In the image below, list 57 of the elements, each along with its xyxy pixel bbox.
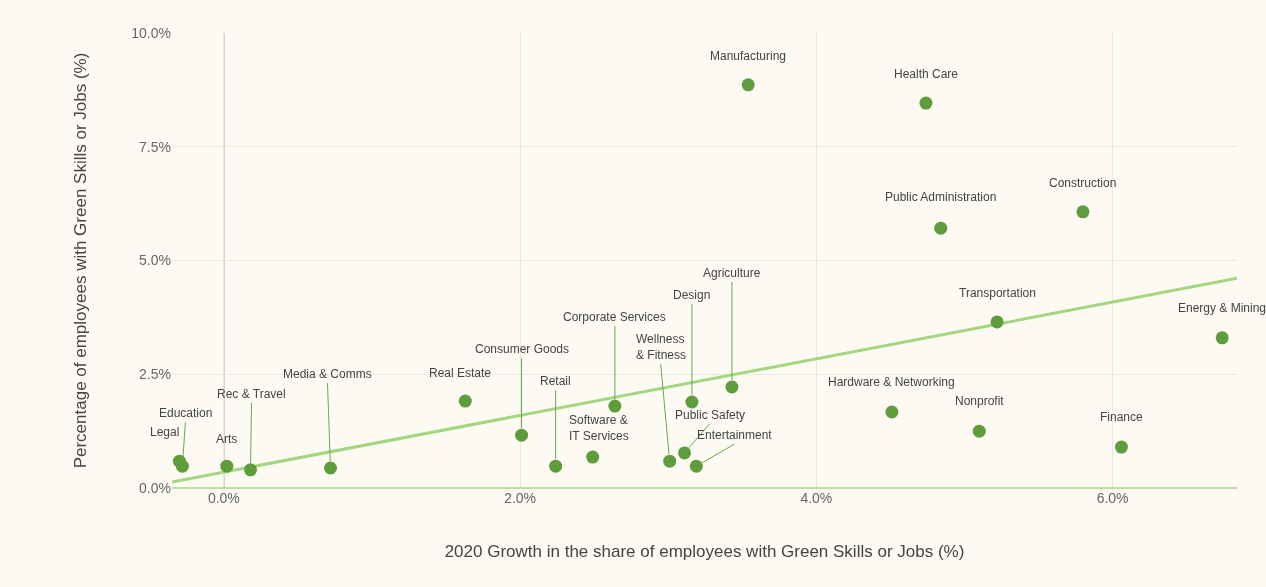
annotation: Retail — [540, 374, 571, 388]
annotation: Nonprofit — [955, 394, 1005, 408]
point — [885, 405, 899, 419]
annotation: Real Estate — [429, 366, 492, 380]
point — [725, 380, 739, 394]
point — [678, 446, 691, 460]
point — [324, 461, 337, 475]
annotation: Media & Comms — [283, 367, 372, 381]
point — [458, 394, 472, 408]
point — [1114, 440, 1128, 454]
x-tick-label: 4.0% — [800, 490, 833, 506]
y-tick-label: 2.5% — [139, 366, 171, 383]
y-tick-label: 7.5% — [139, 138, 171, 155]
annotation: Transportation — [959, 286, 1036, 300]
annotation: Arts — [216, 432, 238, 446]
point — [1076, 205, 1090, 219]
x-tick-label: 2.0% — [504, 490, 537, 506]
point — [663, 454, 677, 468]
point — [689, 459, 703, 473]
annotation: Public Administration — [885, 190, 997, 204]
annotation: Legal — [150, 425, 180, 439]
point — [515, 428, 529, 442]
point — [685, 395, 699, 409]
point — [608, 399, 622, 413]
y-tick-label: 10.0% — [131, 24, 171, 41]
annotation: Construction — [1049, 176, 1117, 190]
point — [1215, 331, 1229, 345]
point — [549, 459, 563, 473]
x-axis-title: 2020 Growth in the share of employees with Green Skills or Jobs (%) — [444, 542, 965, 562]
annotation: Public Safety — [675, 408, 746, 422]
annotation: Health Care — [894, 67, 959, 81]
annotation: Hardware & Networking — [828, 375, 955, 389]
annotation: Design — [673, 288, 711, 302]
annotation: Finance — [1100, 410, 1144, 424]
y-axis-title: Percentage of employees with Green Skills or Jobs (%) — [70, 52, 90, 469]
x-tick-label: 0.0% — [207, 490, 240, 506]
annotation: Manufacturing — [710, 49, 787, 63]
point — [919, 96, 933, 110]
point — [244, 463, 257, 477]
annotation: Rec & Travel — [217, 387, 286, 401]
point — [972, 424, 986, 438]
point — [220, 459, 234, 473]
point — [934, 221, 948, 235]
annotation: Corporate Services — [563, 310, 666, 324]
y-tick-label: 5.0% — [139, 252, 171, 269]
annotation: Software & IT Services — [569, 413, 629, 443]
annotation: Consumer Goods — [475, 342, 570, 356]
point — [586, 450, 600, 464]
point — [990, 315, 1004, 329]
annotation: Wellness & Fitness — [636, 332, 687, 362]
annotation: Entertainment — [697, 428, 773, 442]
point — [175, 459, 189, 473]
x-tick-label: 6.0% — [1096, 490, 1129, 506]
annotation: Agriculture — [703, 266, 761, 280]
annotation: Education — [159, 406, 213, 420]
annotation: Energy & Mining — [1178, 301, 1266, 315]
point — [741, 78, 755, 92]
